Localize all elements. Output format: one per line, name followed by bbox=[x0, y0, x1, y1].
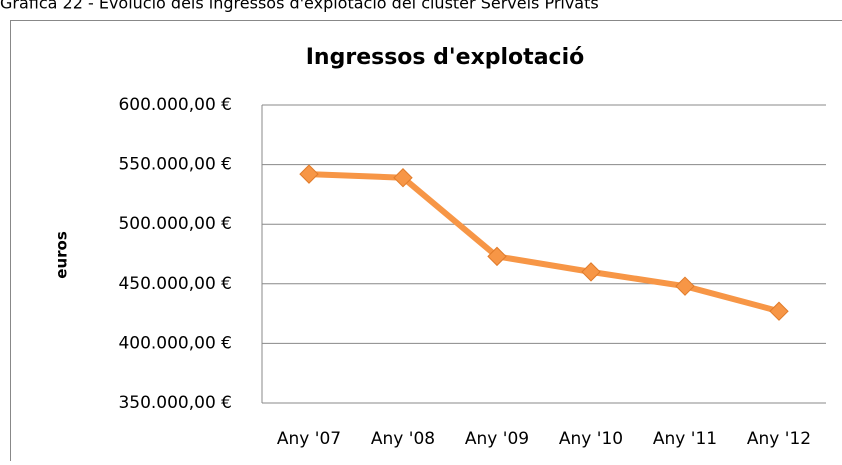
y-tick-label: 400.000,00 € bbox=[118, 333, 232, 353]
x-tick-label: Any '08 bbox=[371, 429, 435, 449]
x-tick-label: Any '10 bbox=[559, 429, 623, 449]
y-tick-label: 600.000,00 € bbox=[118, 95, 232, 115]
y-tick-label: 550.000,00 € bbox=[118, 155, 232, 175]
x-tick-label: Any '07 bbox=[277, 429, 341, 449]
chart-title: Ingressos d'explotació bbox=[306, 45, 584, 70]
y-tick-label: 450.000,00 € bbox=[118, 274, 232, 294]
caption: Gràfica 22 - Evolució dels ingressos d'e… bbox=[0, 0, 599, 13]
y-tick-label: 500.000,00 € bbox=[118, 214, 232, 234]
x-tick-label: Any '11 bbox=[653, 429, 717, 449]
x-tick-label: Any '12 bbox=[747, 429, 811, 449]
x-tick-label: Any '09 bbox=[465, 429, 529, 449]
y-axis-label: euros bbox=[53, 231, 71, 279]
y-tick-label: 350.000,00 € bbox=[118, 393, 232, 413]
